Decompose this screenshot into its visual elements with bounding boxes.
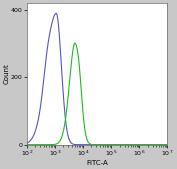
X-axis label: FITC-A: FITC-A — [86, 160, 108, 165]
Y-axis label: Count: Count — [4, 64, 10, 84]
